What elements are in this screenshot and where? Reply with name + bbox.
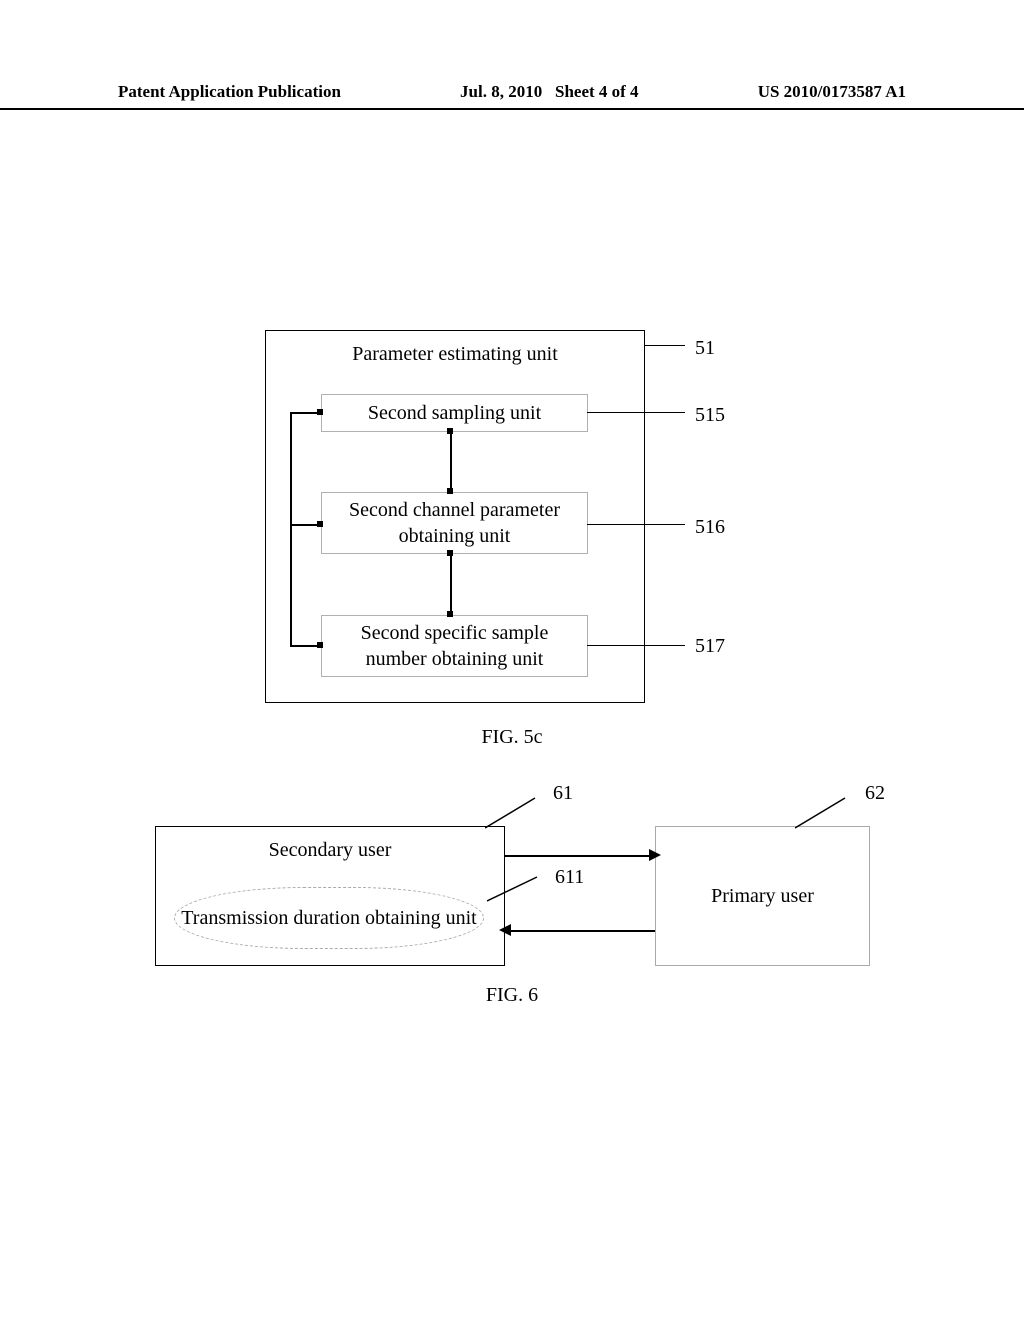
node-square-icon	[447, 488, 453, 494]
primary-user-label: Primary user	[711, 885, 814, 908]
arrowhead-right-icon	[649, 849, 661, 861]
page-header: Patent Application Publication Jul. 8, 2…	[0, 82, 1024, 110]
secondary-user-title: Secondary user	[156, 839, 504, 862]
ref-516: 516	[695, 516, 725, 539]
bus-vertical	[290, 412, 292, 645]
figure-5c-caption: FIG. 5c	[0, 726, 1024, 749]
secondary-user-box: Secondary user Transmission duration obt…	[155, 826, 505, 966]
node-square-icon	[447, 428, 453, 434]
header-date: Jul. 8, 2010	[460, 82, 542, 101]
bus-branch-516	[290, 524, 320, 526]
leader-62	[795, 794, 850, 832]
second-channel-parameter-box: Second channel parameter obtaining unit	[321, 492, 588, 554]
node-square-icon	[447, 611, 453, 617]
header-pubnum: US 2010/0173587 A1	[758, 82, 906, 102]
arrow-left-line	[505, 930, 655, 932]
arrowhead-left-icon	[499, 924, 511, 936]
connector-516-517	[450, 553, 452, 614]
leader-line-517	[587, 645, 685, 646]
leader-line-51	[645, 345, 685, 346]
parameter-estimating-unit-title: Parameter estimating unit	[266, 343, 644, 366]
node-square-icon	[317, 642, 323, 648]
figure-6-caption: FIG. 6	[0, 984, 1024, 1007]
node-square-icon	[447, 550, 453, 556]
connector-515-516	[450, 431, 452, 492]
header-left: Patent Application Publication	[118, 82, 341, 102]
ref-611: 611	[555, 866, 584, 889]
node-square-icon	[317, 409, 323, 415]
leader-61	[485, 794, 540, 832]
bus-branch-517	[290, 645, 320, 647]
node-square-icon	[317, 521, 323, 527]
ref-61: 61	[553, 782, 573, 805]
header-row: Patent Application Publication Jul. 8, 2…	[0, 82, 1024, 102]
arrow-right-line	[505, 855, 655, 857]
leader-line-515	[587, 412, 685, 413]
ref-517: 517	[695, 635, 725, 658]
leader-line-516	[587, 524, 685, 525]
header-sheet: Sheet 4 of 4	[555, 82, 639, 101]
ref-515: 515	[695, 404, 725, 427]
bus-branch-515	[290, 412, 320, 414]
header-date-sheet: Jul. 8, 2010 Sheet 4 of 4	[460, 82, 639, 102]
ref-51: 51	[695, 337, 715, 360]
transmission-duration-unit-box: Transmission duration obtaining unit	[174, 887, 484, 949]
primary-user-box: Primary user	[655, 826, 870, 966]
leader-611	[487, 875, 542, 905]
second-sampling-unit-box: Second sampling unit	[321, 394, 588, 432]
ref-62: 62	[865, 782, 885, 805]
second-specific-sample-box: Second specific sample number obtaining …	[321, 615, 588, 677]
figure-6: Secondary user Transmission duration obt…	[155, 790, 870, 970]
transmission-duration-unit-label: Transmission duration obtaining unit	[181, 905, 476, 931]
